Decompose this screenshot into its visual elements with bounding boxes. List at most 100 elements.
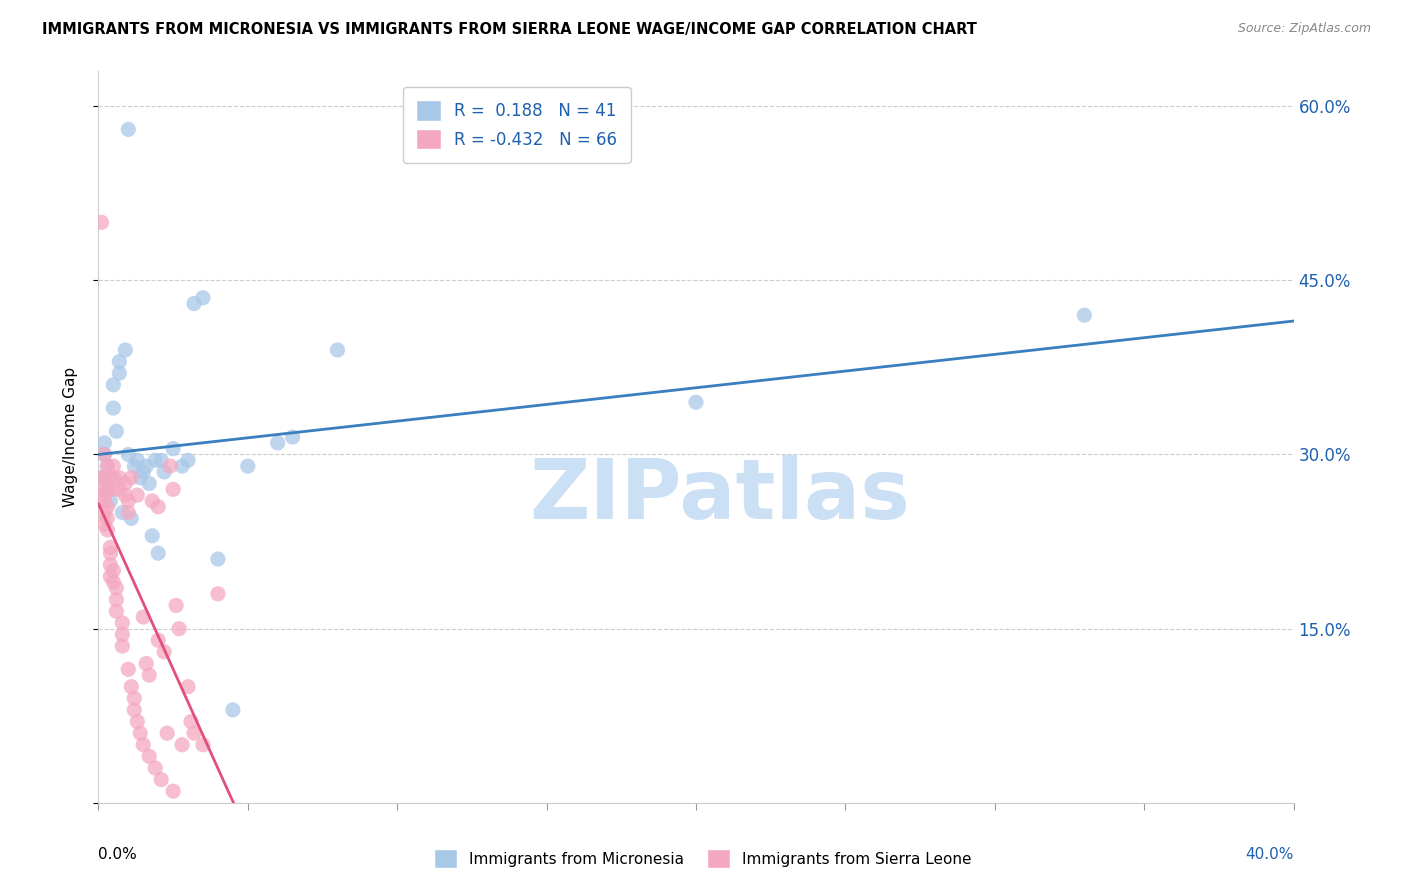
Point <box>103 575 125 590</box>
Point <box>96 471 118 485</box>
Point <box>93 436 115 450</box>
Point <box>98 471 122 485</box>
Point <box>129 726 152 740</box>
Point <box>103 471 125 485</box>
Point <box>207 552 229 566</box>
Point <box>191 738 214 752</box>
Text: IMMIGRANTS FROM MICRONESIA VS IMMIGRANTS FROM SIERRA LEONE WAGE/INCOME GAP CORRE: IMMIGRANTS FROM MICRONESIA VS IMMIGRANTS… <box>42 22 977 37</box>
Point <box>129 471 152 485</box>
Point <box>156 726 179 740</box>
Point <box>150 453 173 467</box>
Point <box>105 581 128 595</box>
Text: 40.0%: 40.0% <box>1246 847 1294 862</box>
Point <box>117 494 139 508</box>
Point <box>117 662 139 676</box>
Point <box>98 569 122 583</box>
Point <box>120 680 142 694</box>
Point <box>90 215 112 229</box>
Point <box>111 506 134 520</box>
Point <box>96 483 118 497</box>
Point <box>93 506 115 520</box>
Point <box>685 395 707 409</box>
Point <box>127 453 149 467</box>
Point <box>183 296 205 310</box>
Point <box>141 494 163 508</box>
Point <box>143 453 166 467</box>
Point <box>90 471 112 485</box>
Point <box>98 546 122 560</box>
Point <box>117 448 139 462</box>
Point <box>177 680 200 694</box>
Point <box>180 714 202 729</box>
Point <box>150 772 173 787</box>
Point <box>326 343 349 357</box>
Point <box>124 459 146 474</box>
Point <box>162 483 184 497</box>
Point <box>143 761 166 775</box>
Point <box>281 430 304 444</box>
Point <box>159 459 181 474</box>
Point <box>93 448 115 462</box>
Point <box>98 558 122 572</box>
Point <box>222 703 245 717</box>
Point <box>105 424 128 438</box>
Text: Source: ZipAtlas.com: Source: ZipAtlas.com <box>1237 22 1371 36</box>
Point <box>96 459 118 474</box>
Point <box>93 488 115 502</box>
Point <box>105 604 128 618</box>
Point <box>111 627 134 641</box>
Point <box>138 749 160 764</box>
Point <box>105 592 128 607</box>
Point <box>108 471 131 485</box>
Point <box>153 645 176 659</box>
Point <box>167 622 190 636</box>
Point <box>162 442 184 456</box>
Point <box>96 511 118 525</box>
Point <box>114 476 136 491</box>
Point <box>90 471 112 485</box>
Point <box>103 459 125 474</box>
Point <box>138 668 160 682</box>
Point <box>236 459 259 474</box>
Point <box>124 703 146 717</box>
Point <box>267 436 290 450</box>
Point <box>103 401 125 415</box>
Point <box>153 465 176 479</box>
Point <box>177 453 200 467</box>
Legend: R =  0.188   N = 41, R = -0.432   N = 66: R = 0.188 N = 41, R = -0.432 N = 66 <box>402 87 631 162</box>
Point <box>138 476 160 491</box>
Legend: Immigrants from Micronesia, Immigrants from Sierra Leone: Immigrants from Micronesia, Immigrants f… <box>426 841 980 875</box>
Point <box>172 738 194 752</box>
Point <box>120 471 142 485</box>
Point <box>103 377 125 392</box>
Point <box>93 517 115 532</box>
Point <box>108 483 131 497</box>
Point <box>148 500 170 514</box>
Point <box>96 500 118 514</box>
Point <box>93 494 115 508</box>
Point <box>165 599 187 613</box>
Point <box>114 488 136 502</box>
Point <box>96 483 118 497</box>
Point <box>162 784 184 798</box>
Point <box>135 459 157 474</box>
Y-axis label: Wage/Income Gap: Wage/Income Gap <box>63 367 77 508</box>
Point <box>207 587 229 601</box>
Point <box>98 541 122 555</box>
Point <box>96 523 118 537</box>
Point <box>148 546 170 560</box>
Point <box>132 738 155 752</box>
Point <box>191 291 214 305</box>
Point <box>90 483 112 497</box>
Point <box>103 483 125 497</box>
Point <box>148 633 170 648</box>
Point <box>127 488 149 502</box>
Point <box>114 343 136 357</box>
Point <box>108 366 131 380</box>
Point <box>135 657 157 671</box>
Point <box>127 714 149 729</box>
Point <box>120 511 142 525</box>
Point <box>98 494 122 508</box>
Point <box>93 448 115 462</box>
Text: ZIPatlas: ZIPatlas <box>530 455 910 536</box>
